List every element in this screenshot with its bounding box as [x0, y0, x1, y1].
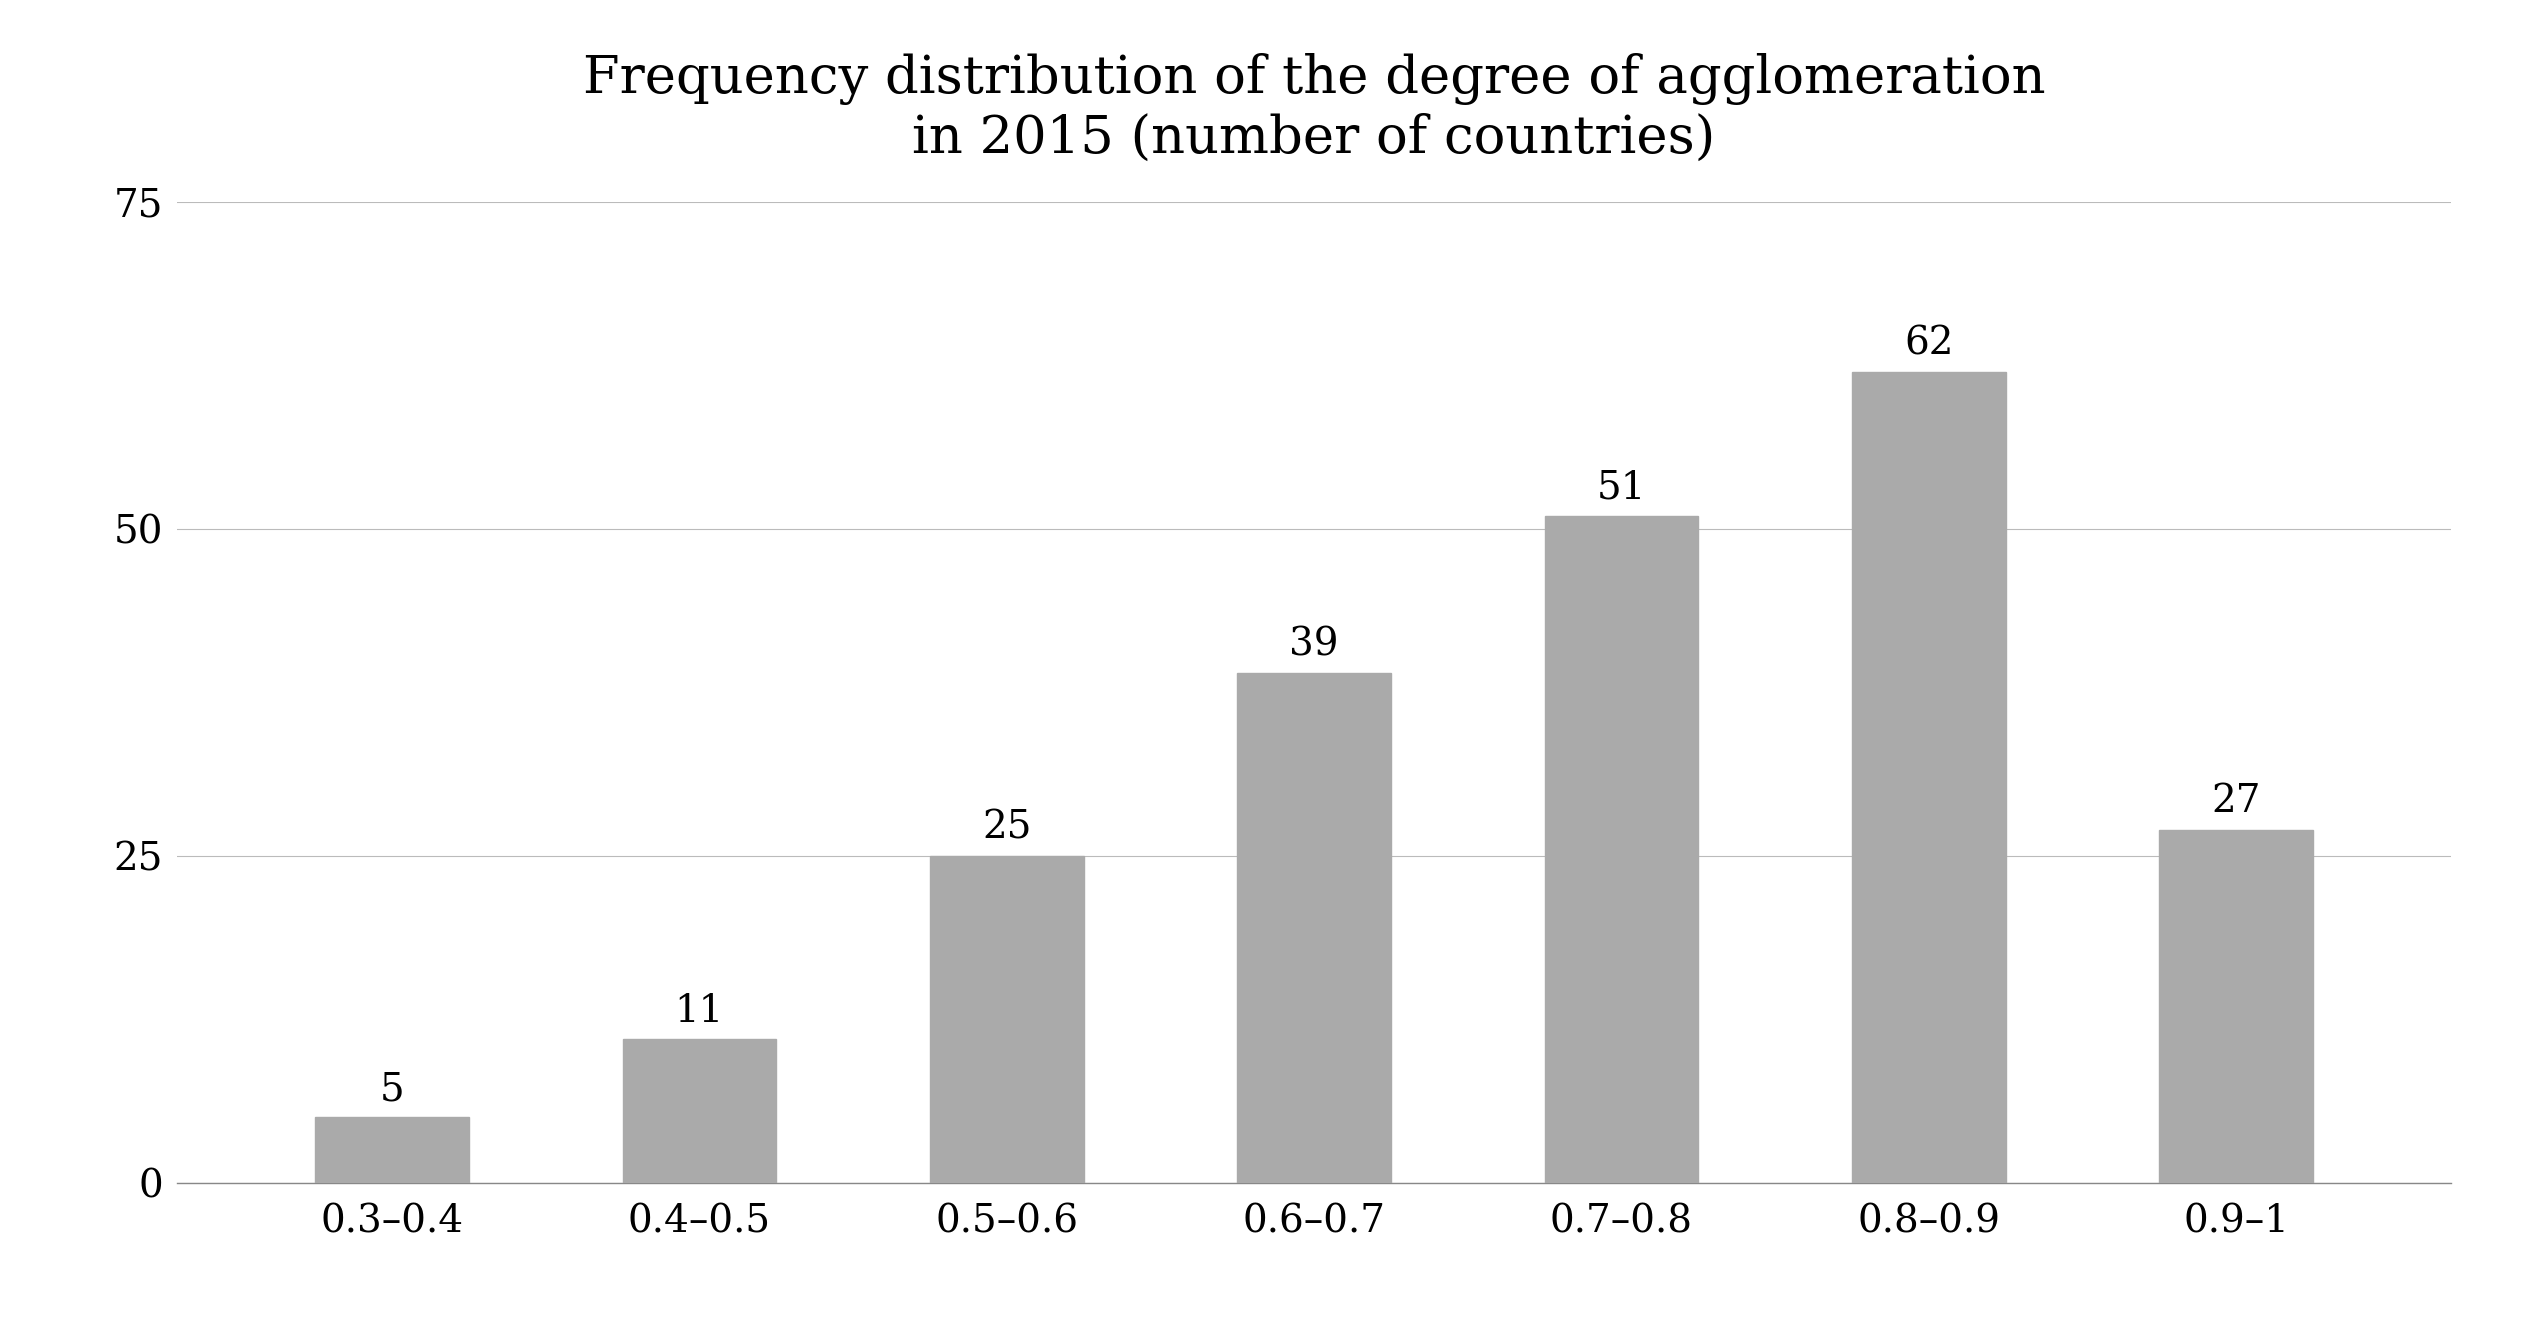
Bar	[1544, 516, 1698, 1183]
Text: 39: 39	[1289, 626, 1339, 664]
Text: 25: 25	[983, 809, 1031, 847]
Bar	[622, 1039, 776, 1183]
Bar	[316, 1117, 470, 1183]
Bar	[1852, 372, 2006, 1183]
Text: 51: 51	[1597, 469, 1645, 507]
Title: Frequency distribution of the degree of agglomeration
in 2015 (number of countri: Frequency distribution of the degree of …	[584, 52, 2044, 164]
Text: 62: 62	[1903, 325, 1953, 363]
Text: 27: 27	[2211, 784, 2262, 820]
Bar	[2158, 829, 2312, 1183]
Text: 5: 5	[379, 1071, 404, 1109]
Text: 11: 11	[675, 993, 725, 1030]
Bar	[930, 856, 1084, 1183]
Bar	[1238, 672, 1390, 1183]
